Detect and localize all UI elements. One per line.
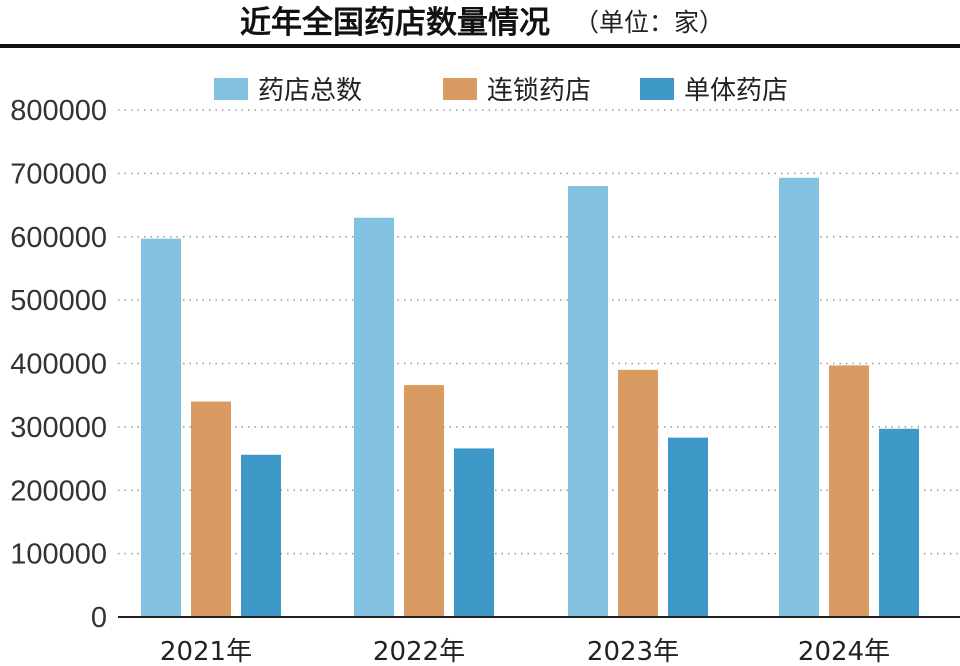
legend-swatch [443, 78, 477, 100]
y-tick-label: 200000 [10, 475, 107, 507]
x-tick-label: 2023年 [587, 637, 679, 666]
y-tick-label: 400000 [10, 349, 107, 381]
bar [141, 238, 181, 617]
bars [141, 177, 919, 618]
bar [191, 401, 231, 617]
y-tick-label: 800000 [10, 95, 107, 127]
x-axis: 2021年 2022年 2023年 2024年 [160, 637, 890, 666]
legend-label: 连锁药店 [487, 76, 591, 106]
legend-swatch [214, 78, 248, 100]
bar [829, 365, 869, 617]
legend: 药店总数 连锁药店 单体药店 [214, 76, 788, 106]
x-tick-label: 2022年 [373, 637, 465, 666]
x-tick-label: 2024年 [798, 637, 890, 666]
y-tick-label: 300000 [10, 412, 107, 444]
legend-label: 单体药店 [684, 76, 788, 106]
bar [668, 437, 708, 617]
chart-title: 近年全国药店数量情况 [240, 5, 550, 41]
bar [618, 369, 658, 617]
y-tick-label: 600000 [10, 222, 107, 254]
bar [404, 385, 444, 617]
title-rule [0, 44, 960, 48]
bar [354, 217, 394, 618]
y-axis: 0 100000 200000 300000 400000 500000 600000 700… [10, 95, 107, 634]
bar [779, 177, 819, 617]
x-tick-label: 2021年 [160, 637, 252, 666]
legend-swatch [640, 78, 674, 100]
legend-label: 药店总数 [258, 76, 362, 106]
bar [241, 454, 281, 617]
y-tick-label: 500000 [10, 285, 107, 317]
chart-unit-label: （单位：家） [574, 8, 724, 37]
bar [568, 186, 608, 618]
y-tick-label: 0 [91, 602, 107, 634]
bar [454, 448, 494, 617]
y-tick-label: 700000 [10, 158, 107, 190]
y-tick-label: 100000 [10, 539, 107, 571]
bar [879, 428, 919, 617]
